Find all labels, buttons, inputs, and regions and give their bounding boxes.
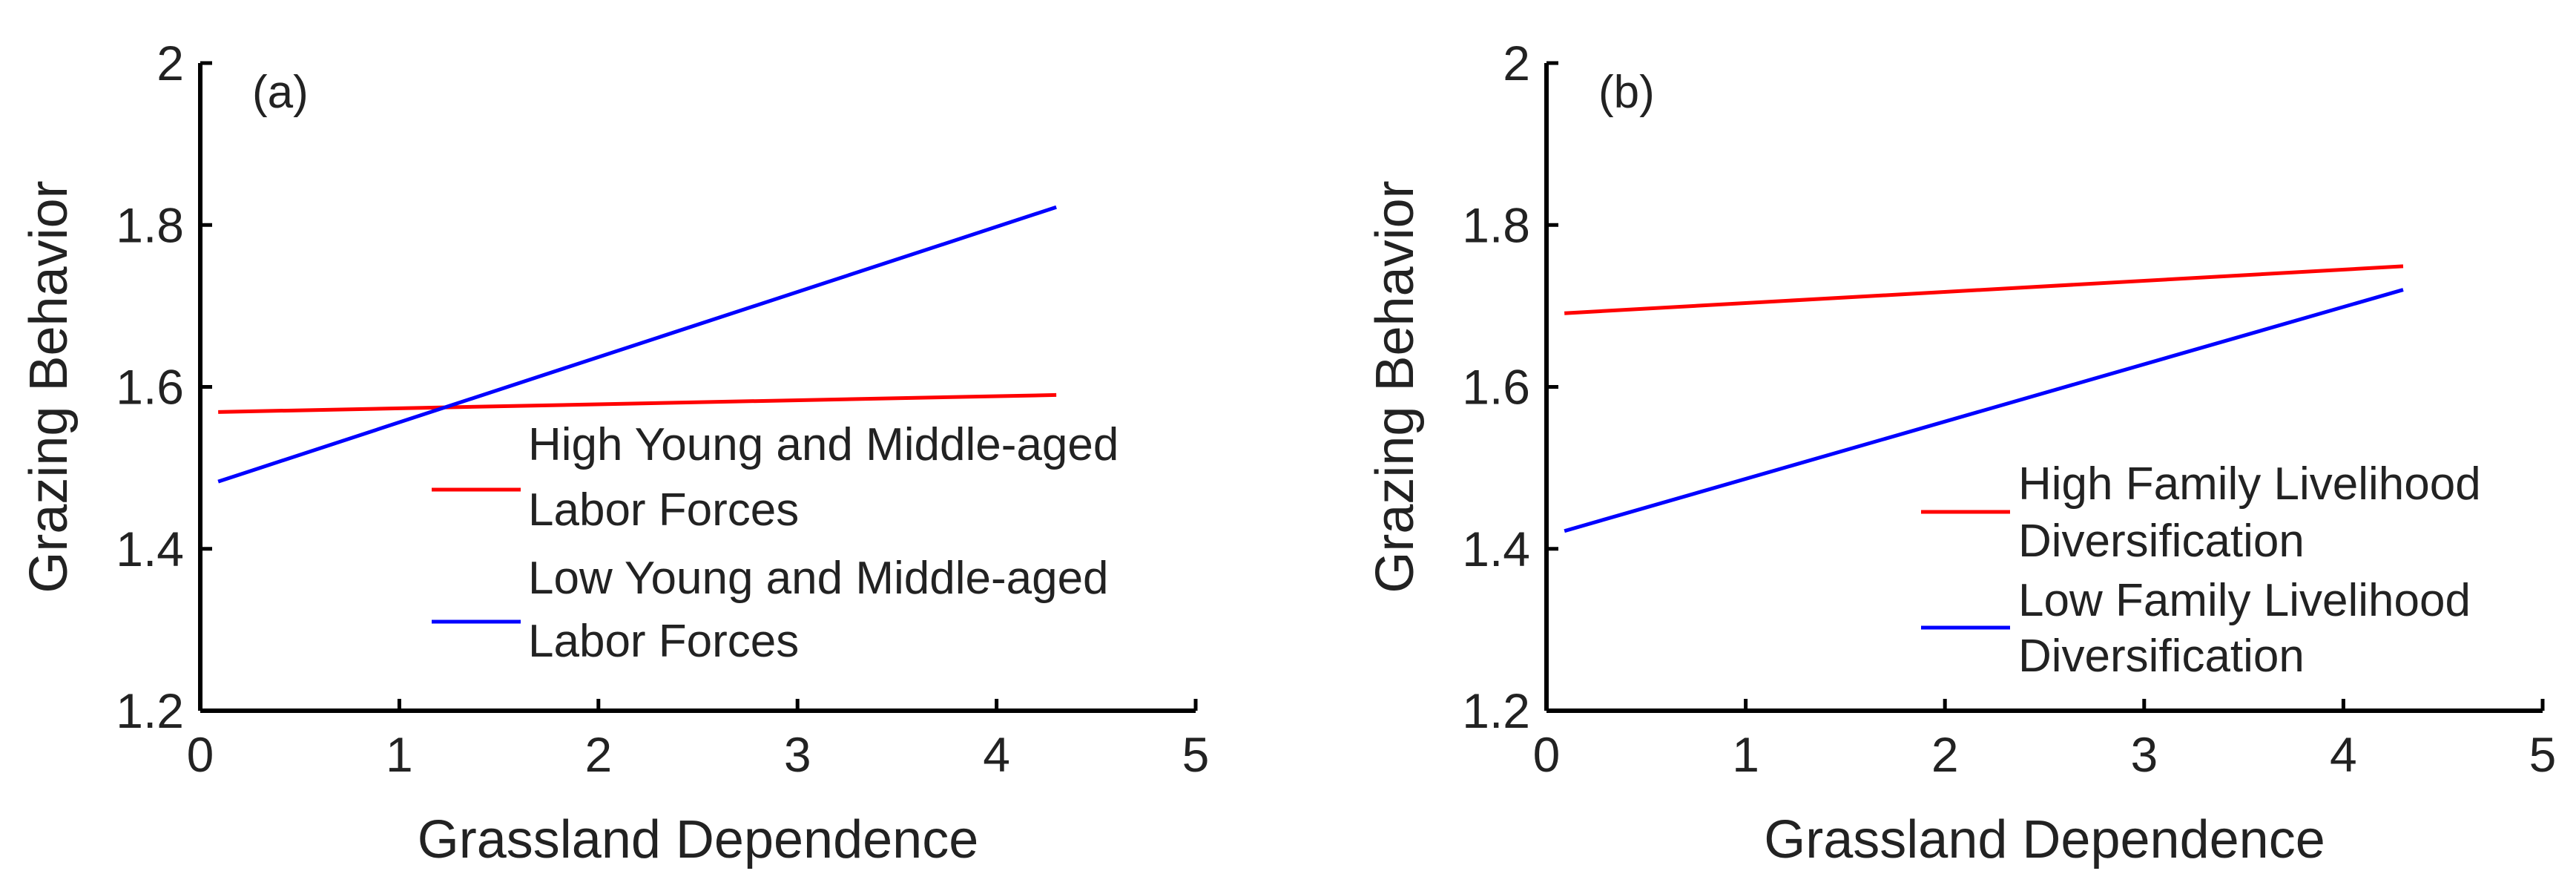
x-tick-label: 5 xyxy=(1182,727,1210,782)
series-line-low xyxy=(1564,288,2404,533)
x-tick-label: 1 xyxy=(386,727,413,782)
y-axis-title: Grazing Behavior xyxy=(1366,180,1425,593)
series-line-high xyxy=(218,392,1057,414)
chart-panel-1: 0 1 2 3 4 5 1.2 1.4 1.6 1.8 2 Grassland Dependence G… xyxy=(19,36,1209,869)
x-axis-title: Grassland Dependence xyxy=(418,810,979,869)
legend-entry-label: Diversification xyxy=(2018,631,2305,682)
x-tick-label: 0 xyxy=(1533,727,1561,782)
y-tick-label: 1.8 xyxy=(116,197,184,252)
y-tick-label: 1.2 xyxy=(1462,683,1530,738)
x-axis-title: Grassland Dependence xyxy=(1764,810,2325,869)
legend-entry-label: Labor Forces xyxy=(528,484,799,536)
y-tick-label: 2 xyxy=(157,36,184,91)
panel-label: (b) xyxy=(1598,67,1655,118)
x-tick-label: 3 xyxy=(784,727,811,782)
series-line-low xyxy=(217,205,1057,484)
panel-label: (a) xyxy=(252,67,309,118)
x-tick-label: 5 xyxy=(2529,727,2557,782)
x-tick-label: 1 xyxy=(1732,727,1759,782)
x-tick-label: 3 xyxy=(2130,727,2158,782)
x-tick-label: 2 xyxy=(584,727,612,782)
y-tick-label: 1.4 xyxy=(1462,522,1530,576)
legend-entry-label: Low Family Livelihood xyxy=(2018,575,2471,626)
legend-entry-label: Labor Forces xyxy=(528,616,799,667)
legend: High Young and Middle-aged Labor Forces Lo… xyxy=(432,419,1119,667)
series-line-high xyxy=(1564,264,2404,315)
x-tick-label: 4 xyxy=(2330,727,2357,782)
y-tick-label: 1.6 xyxy=(1462,360,1530,415)
y-axis-title: Grazing Behavior xyxy=(19,180,79,593)
y-tick-label: 1.2 xyxy=(116,683,184,738)
legend-entry-label: High Young and Middle-aged xyxy=(528,419,1119,470)
x-tick-label: 0 xyxy=(187,727,214,782)
y-tick-label: 1.4 xyxy=(116,522,184,576)
legend-entry-label: Diversification xyxy=(2018,516,2305,567)
x-tick-label: 2 xyxy=(1931,727,1959,782)
x-tick-label: 4 xyxy=(983,727,1010,782)
y-tick-label: 1.6 xyxy=(116,360,184,415)
legend: High Family LivelihoodDiversificationLow… xyxy=(1921,458,2481,682)
legend-entry-label: Low Young and Middle-aged xyxy=(528,553,1109,604)
y-tick-label: 1.8 xyxy=(1462,197,1530,252)
chart-panel-2: 0 1 2 3 4 5 1.2 1.4 1.6 1.8 2 Grassland Dependence G… xyxy=(1366,36,2556,869)
y-tick-label: 2 xyxy=(1503,36,1530,91)
legend-entry-label: High Family Livelihood xyxy=(2018,458,2481,510)
